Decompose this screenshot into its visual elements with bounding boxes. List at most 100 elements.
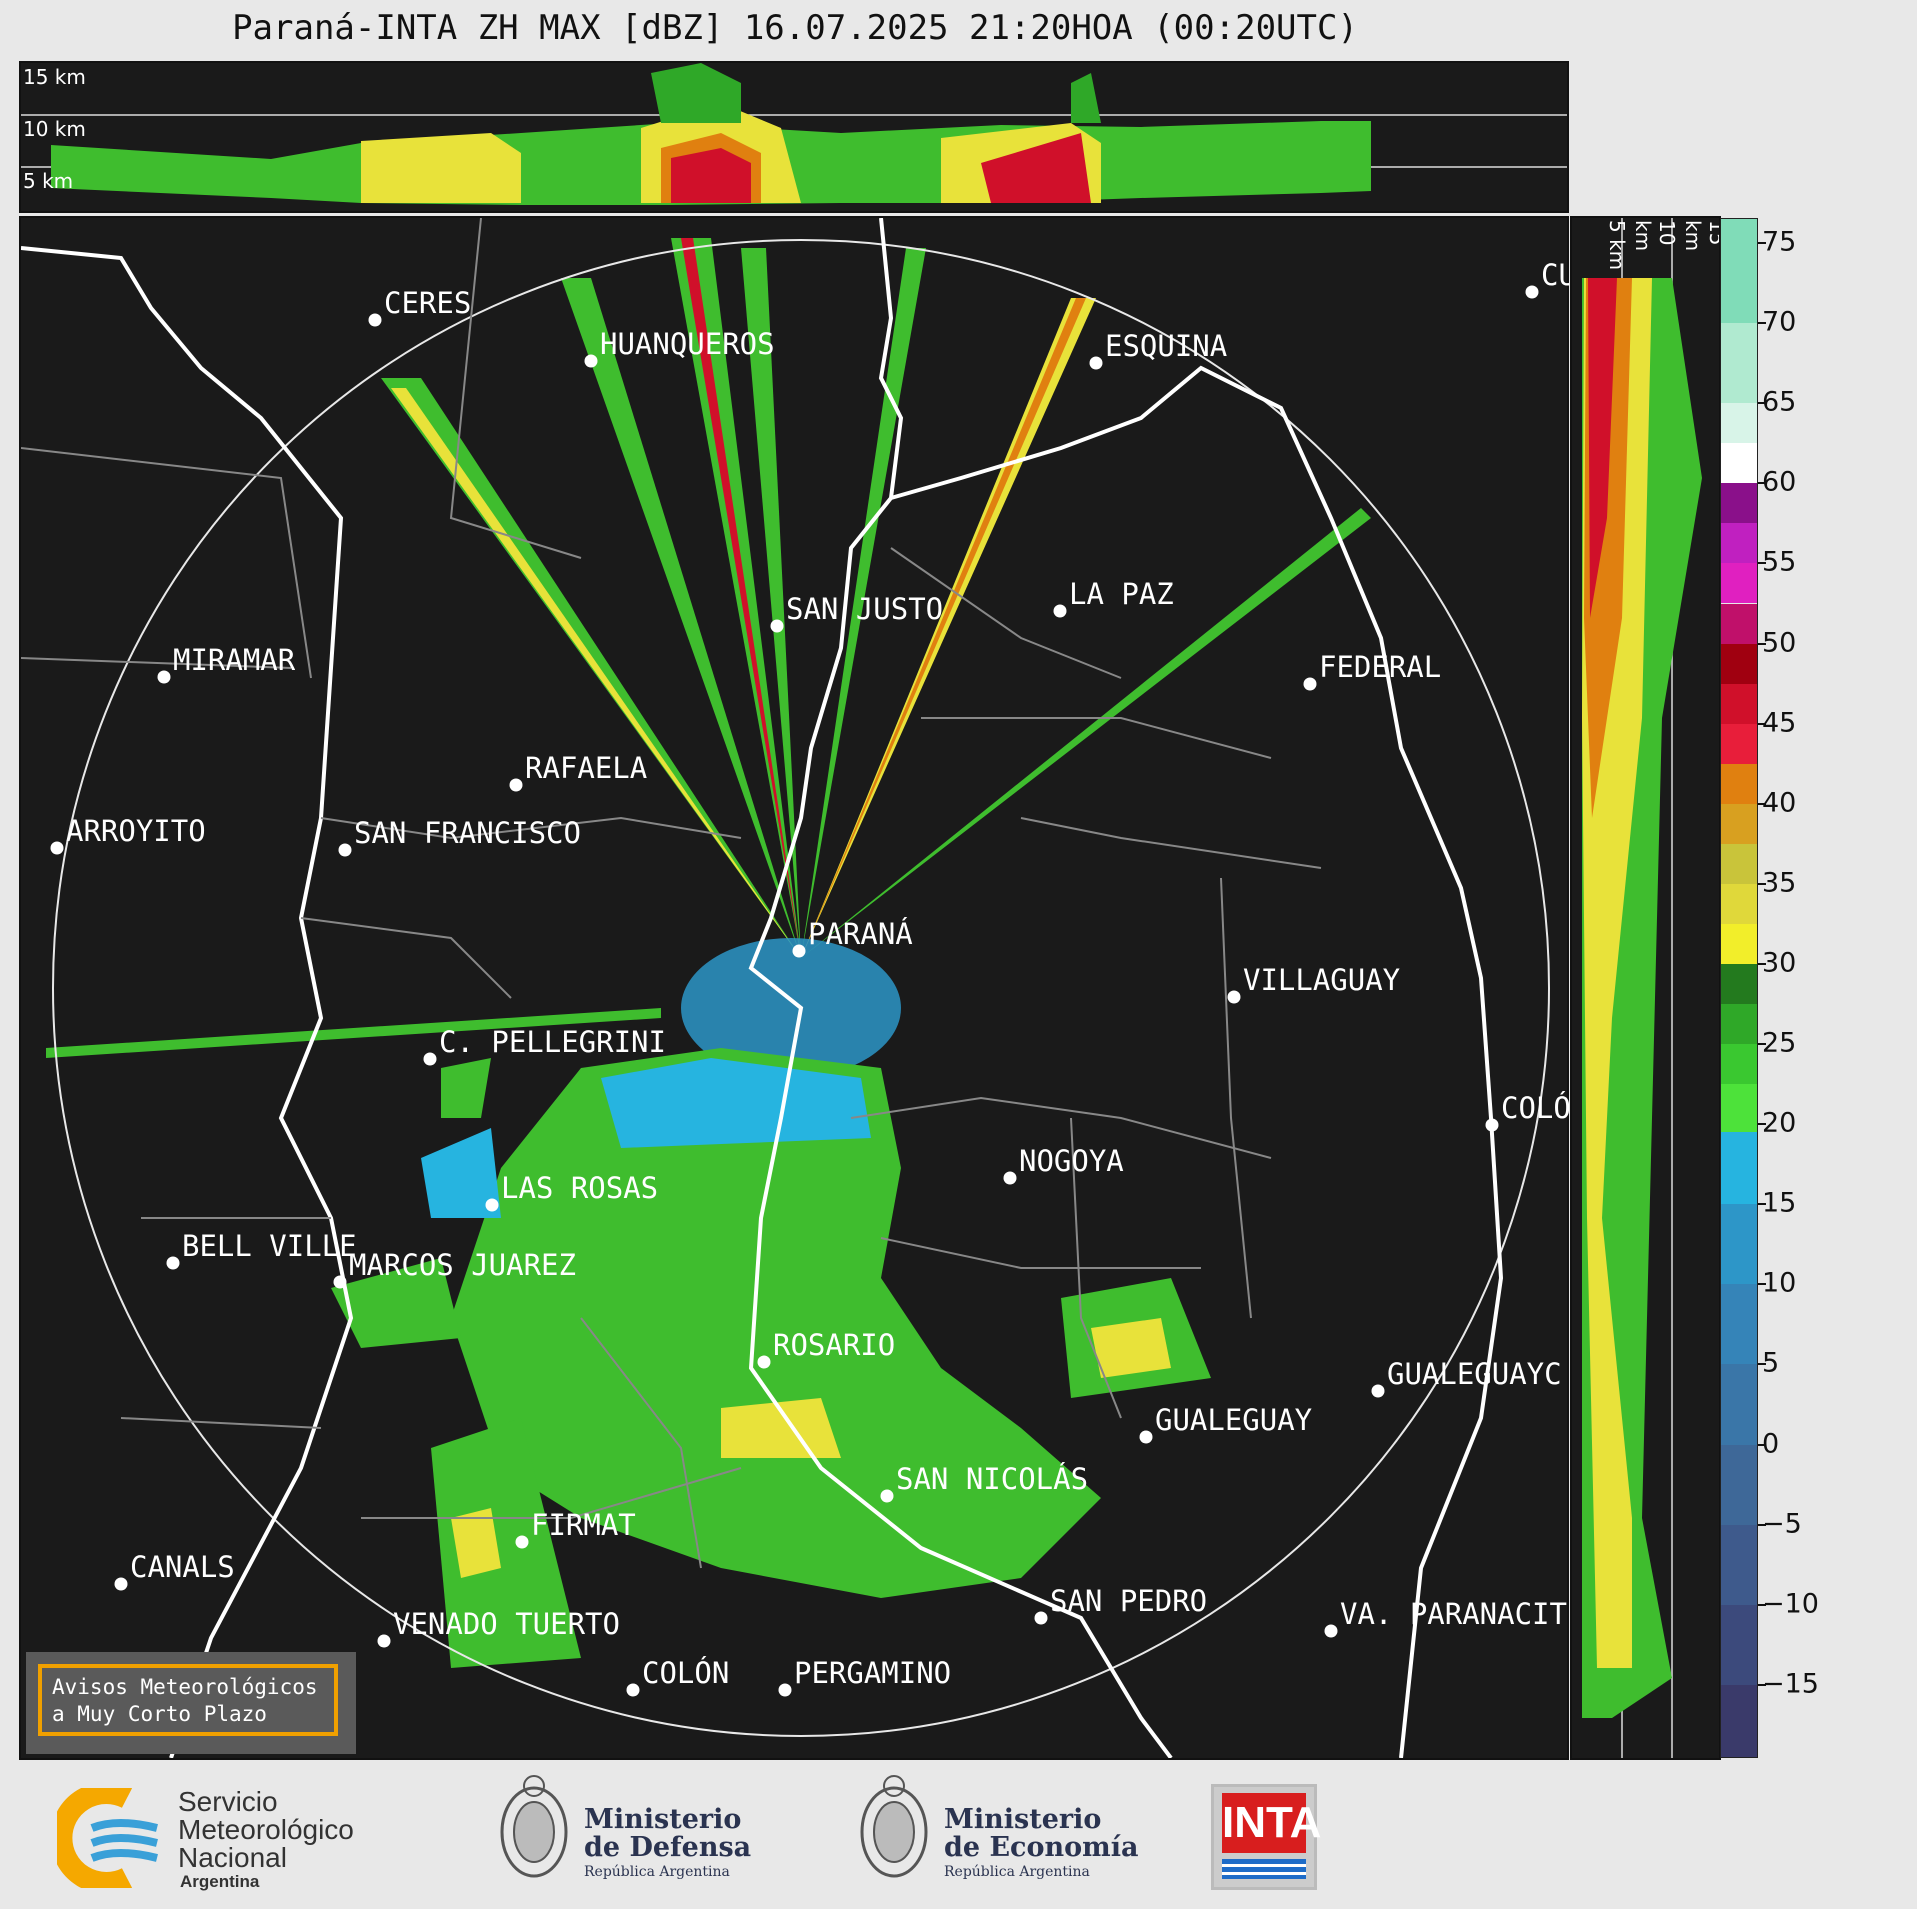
economia-line-2: de Economía — [944, 1832, 1139, 1863]
colorbar-segment — [1721, 923, 1757, 964]
inta-logo: INTA — [1211, 1784, 1321, 1890]
side-cross-section-panel: 5 km 10 km 15 km — [1570, 216, 1721, 1760]
city-label: CERES — [384, 286, 472, 320]
colorbar-tick-mark — [1758, 722, 1766, 725]
colorbar-tick-label: 60 — [1762, 466, 1797, 498]
city-label: VENADO TUERTO — [393, 1607, 620, 1641]
city-marker — [509, 778, 523, 792]
colorbar-tick-label: 0 — [1762, 1428, 1780, 1460]
city-marker — [423, 1052, 437, 1066]
top-cross-section-echo — [21, 63, 1567, 205]
smn-name-line-2: Meteorológico — [178, 1814, 354, 1845]
colorbar-segment — [1721, 563, 1757, 604]
colorbar-tick-mark — [1758, 1523, 1766, 1526]
colorbar-tick-mark — [1758, 1123, 1766, 1126]
colorbar-segment — [1721, 883, 1757, 924]
inta-logo-text: INTA — [1222, 1793, 1321, 1853]
city-marker — [1089, 356, 1103, 370]
colorbar-segment — [1721, 1044, 1757, 1085]
colorbar-tick-mark — [1758, 802, 1766, 805]
colorbar-tick-label: 35 — [1762, 867, 1797, 899]
altitude-label: 10 km — [1631, 220, 1679, 252]
colorbar-segment — [1721, 219, 1757, 324]
city-label: C. PELLEGRINI — [439, 1025, 666, 1059]
city-marker — [792, 944, 806, 958]
city-label: SAN NICOLÁS — [896, 1462, 1089, 1496]
colorbar-segment — [1721, 1364, 1757, 1445]
city-marker — [377, 1634, 391, 1648]
colorbar-segment — [1721, 603, 1757, 644]
city-label: BELL VILLE — [182, 1229, 357, 1263]
colorbar-tick-label: 30 — [1762, 947, 1797, 979]
city-marker — [1303, 677, 1317, 691]
colorbar-tick-mark — [1758, 1683, 1766, 1686]
colorbar-segment — [1721, 1204, 1757, 1285]
city-marker — [333, 1275, 347, 1289]
city-label: ROSARIO — [773, 1328, 896, 1362]
city-label: GUALEGUAYC — [1387, 1357, 1562, 1391]
notice-line-2: a Muy Corto Plazo — [52, 1702, 267, 1726]
colorbar-tick-label: −10 — [1762, 1588, 1819, 1620]
city-marker — [338, 843, 352, 857]
city-marker — [757, 1355, 771, 1369]
city-label: MARCOS JUAREZ — [349, 1248, 576, 1282]
colorbar-segment — [1721, 763, 1757, 804]
city-label: FEDERAL — [1319, 650, 1442, 684]
radar-map — [19, 216, 1569, 1760]
city-marker — [778, 1683, 792, 1697]
city-label: VILLAGUAY — [1243, 963, 1401, 997]
colorbar-tick-label: 45 — [1762, 707, 1797, 739]
city-label: HUANQUEROS — [600, 327, 775, 361]
city-label: COLÓN — [642, 1656, 730, 1690]
city-marker — [1053, 604, 1067, 618]
page-title: Paraná-INTA ZH MAX [dBZ] 16.07.2025 21:2… — [232, 8, 1358, 48]
city-marker — [515, 1535, 529, 1549]
city-marker — [1371, 1384, 1385, 1398]
colorbar-tick-label: 75 — [1762, 226, 1797, 258]
economia-line-3: República Argentina — [944, 1864, 1090, 1880]
city-label: PERGAMINO — [794, 1656, 952, 1690]
coat-of-arms-icon — [860, 1775, 928, 1878]
colorbar-tick-label: 20 — [1762, 1107, 1797, 1139]
colorbar-tick-mark — [1758, 1443, 1766, 1446]
city-label: SAN FRANCISCO — [354, 816, 581, 850]
colorbar-tick-mark — [1758, 1283, 1766, 1286]
top-cross-section-panel: 15 km 10 km 5 km — [19, 61, 1569, 213]
economia-line-1: Ministerio — [944, 1804, 1102, 1835]
colorbar-segment — [1721, 723, 1757, 764]
colorbar-segment — [1721, 1684, 1757, 1757]
altitude-label: 15 km — [1681, 220, 1721, 252]
city-label: NOGOYA — [1019, 1144, 1124, 1178]
city-label: CANALS — [130, 1550, 235, 1584]
colorbar-tick-mark — [1758, 882, 1766, 885]
city-label: SAN JUSTO — [786, 592, 944, 626]
defensa-line-3: República Argentina — [584, 1864, 730, 1880]
city-marker — [1003, 1171, 1017, 1185]
city-label: LA PAZ — [1069, 577, 1174, 611]
colorbar-segment — [1721, 1284, 1757, 1365]
colorbar-tick-label: 10 — [1762, 1267, 1797, 1299]
city-label: LAS ROSAS — [501, 1171, 659, 1205]
colorbar-tick-mark — [1758, 402, 1766, 405]
colorbar-segment — [1721, 1132, 1757, 1205]
city-label: ESQUINA — [1105, 329, 1228, 363]
city-label: GUALEGUAY — [1155, 1403, 1313, 1437]
city-label: SAN PEDRO — [1050, 1584, 1208, 1618]
city-label: ARROYITO — [66, 814, 206, 848]
smn-name-line-3: Nacional — [178, 1842, 287, 1873]
city-marker — [166, 1256, 180, 1270]
colorbar-tick-label: 55 — [1762, 546, 1797, 578]
smn-name-line-4: Argentina — [180, 1872, 260, 1891]
city-label: VA. PARANACIT — [1340, 1597, 1567, 1631]
altitude-label: 15 km — [23, 65, 86, 89]
colorbar-tick-mark — [1758, 1363, 1766, 1366]
radar-echo-layer — [21, 218, 1550, 1758]
defensa-line-1: Ministerio — [584, 1804, 742, 1835]
colorbar-segment — [1721, 403, 1757, 444]
colorbar-segment — [1721, 843, 1757, 884]
altitude-label: 10 km — [23, 117, 86, 141]
city-marker — [157, 670, 171, 684]
smn-name-line-1: Servicio — [178, 1786, 278, 1817]
colorbar-tick-mark — [1758, 642, 1766, 645]
colorbar-tick-label: 15 — [1762, 1187, 1797, 1219]
